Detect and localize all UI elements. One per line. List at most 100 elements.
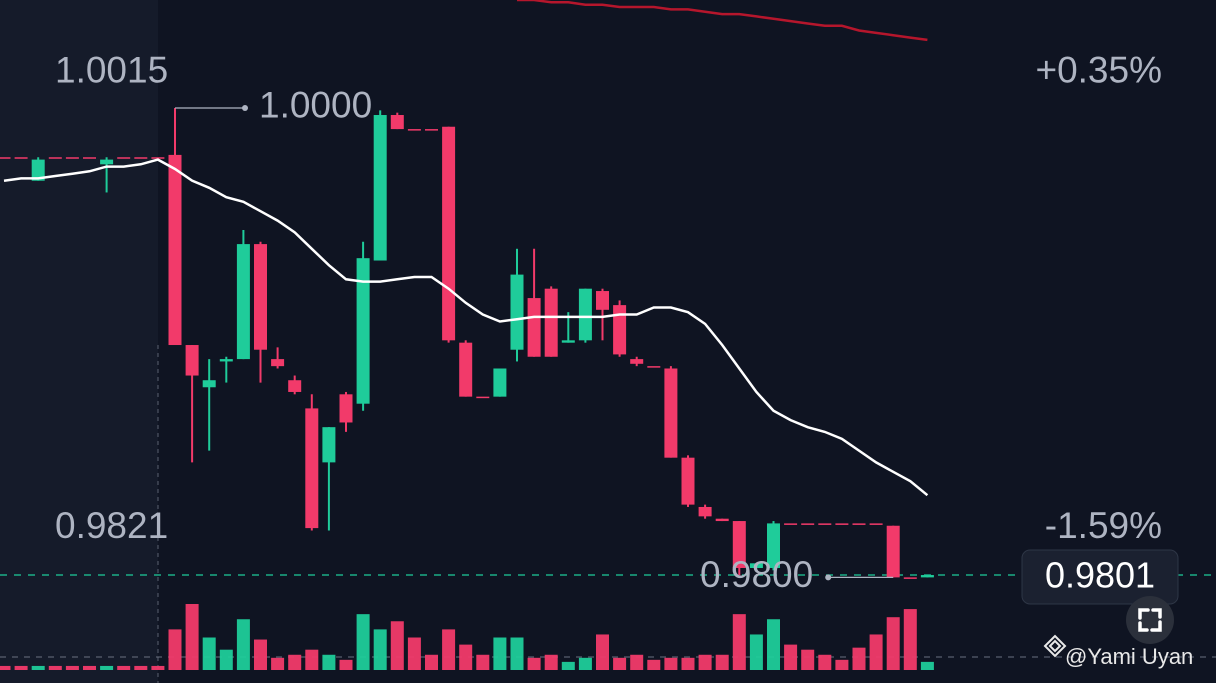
candle-body	[664, 368, 678, 458]
candle-body	[596, 291, 609, 310]
candle-body	[236, 244, 250, 360]
volume-bar	[510, 637, 524, 670]
candle-body	[322, 427, 336, 463]
candle-body	[749, 563, 763, 568]
volume-bar	[596, 634, 609, 670]
watermark-logo	[1043, 634, 1067, 658]
candle-body	[219, 359, 233, 362]
volume-bar	[852, 647, 866, 670]
volume-bar	[373, 629, 387, 670]
last-price: 0.9801	[1045, 555, 1155, 596]
volume-bar	[578, 657, 592, 670]
volume-bar	[390, 621, 404, 670]
volume-bar	[544, 654, 558, 670]
volume-bar	[835, 659, 849, 670]
watermark: @Yami Uyan	[1065, 644, 1193, 669]
range-high-change: +0.35%	[1035, 50, 1162, 91]
candle-body	[100, 159, 114, 165]
volume-bar	[425, 654, 438, 670]
candle-body	[48, 157, 62, 159]
candle-body	[339, 394, 353, 423]
candle-body	[356, 258, 370, 404]
volume-bar	[219, 649, 233, 670]
candle-body	[493, 368, 507, 397]
volume-bar	[886, 617, 900, 670]
candle-body	[613, 305, 627, 355]
candle-body	[202, 380, 216, 388]
volume-bar	[117, 665, 131, 670]
volume-bar	[356, 614, 370, 670]
expand-button[interactable]	[1126, 596, 1174, 644]
volume-bar	[134, 665, 148, 670]
candle-body	[288, 380, 302, 392]
volume-bar	[664, 657, 678, 670]
candle-body	[578, 288, 592, 341]
candle-body	[476, 396, 490, 399]
volume-bar	[168, 629, 182, 670]
candle-body	[801, 523, 815, 525]
candle-body	[527, 298, 541, 357]
volume-bar	[527, 657, 541, 670]
candle-body	[407, 129, 421, 131]
volume-bar	[459, 644, 473, 670]
candle-body	[117, 157, 131, 159]
left-panel	[0, 0, 158, 683]
min-marker-dot	[825, 574, 832, 581]
volume-bar	[767, 619, 780, 670]
candle-body	[459, 342, 473, 397]
range-high: 1.0015	[55, 50, 168, 91]
volume-bar	[271, 657, 285, 670]
max-marker-label: 1.0000	[259, 85, 372, 126]
volume-bar	[305, 649, 319, 670]
max-marker-dot	[242, 104, 248, 111]
moving-average	[517, 0, 928, 42]
volume-bar	[801, 649, 815, 670]
candle-body	[134, 157, 148, 159]
volume-bar	[236, 619, 250, 670]
volume-bar	[83, 665, 96, 670]
candle-body	[732, 521, 746, 568]
volume-bar	[698, 654, 712, 670]
volume-bar	[920, 661, 934, 670]
volume-bar	[151, 665, 165, 670]
candle-body	[835, 523, 849, 525]
candle-body	[561, 340, 575, 343]
candle-body	[254, 244, 267, 350]
candle-body	[784, 523, 798, 525]
candle-body	[510, 274, 524, 350]
volume-bar	[322, 654, 336, 670]
volume-bar	[31, 665, 45, 670]
candle-body	[151, 157, 165, 159]
candle-body	[698, 506, 712, 517]
candle-body	[271, 359, 285, 367]
volume-bar	[254, 639, 267, 670]
candle-body	[31, 159, 45, 181]
min-marker-label: 0.9800	[700, 554, 813, 595]
candle-body	[14, 157, 28, 159]
volume-bar	[749, 634, 763, 670]
candle-body	[647, 366, 661, 368]
volume-bar	[476, 654, 490, 670]
candle-body	[0, 157, 11, 159]
candle-body	[852, 523, 866, 525]
volume-bar	[647, 659, 661, 670]
volume-bar	[784, 644, 798, 670]
candle-body	[903, 577, 917, 579]
candle-body	[767, 523, 780, 568]
volume-bar	[561, 661, 575, 670]
candle-body	[818, 523, 832, 525]
candle-body	[168, 154, 182, 346]
range-low: 0.9821	[55, 505, 168, 546]
volume-bar	[869, 634, 883, 670]
volume-bar	[14, 665, 28, 670]
candle-body	[65, 157, 79, 159]
candle-body	[681, 457, 695, 505]
volume-bar	[715, 654, 729, 670]
volume-bar	[0, 665, 11, 670]
candle-body	[920, 575, 934, 578]
volume-bar	[407, 637, 421, 670]
candle-body	[185, 345, 199, 376]
candle-body	[886, 525, 900, 578]
